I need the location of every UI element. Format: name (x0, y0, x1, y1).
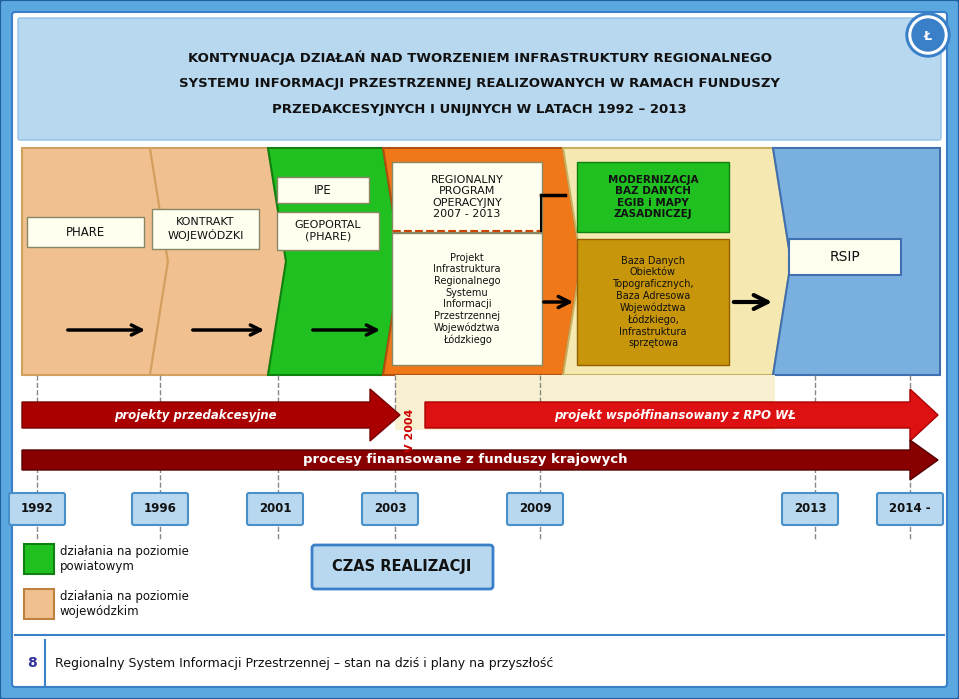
Polygon shape (563, 148, 791, 375)
FancyBboxPatch shape (247, 493, 303, 525)
Text: SYSTEMU INFORMACJI PRZESTRZENNEJ REALIZOWANYCH W RAMACH FUNDUSZY: SYSTEMU INFORMACJI PRZESTRZENNEJ REALIZO… (179, 78, 780, 90)
Text: KONTYNUACJA DZIAŁAŃ NAD TWORZENIEM INFRASTRUKTURY REGIONALNEGO: KONTYNUACJA DZIAŁAŃ NAD TWORZENIEM INFRA… (188, 51, 771, 65)
FancyBboxPatch shape (27, 217, 144, 247)
FancyBboxPatch shape (782, 493, 838, 525)
FancyBboxPatch shape (132, 493, 188, 525)
Text: RSIP: RSIP (830, 250, 860, 264)
FancyBboxPatch shape (277, 212, 379, 250)
FancyBboxPatch shape (18, 18, 941, 140)
FancyBboxPatch shape (152, 209, 259, 249)
Polygon shape (383, 148, 581, 375)
Polygon shape (268, 148, 401, 375)
Text: Baza Danych
Obiektów
Topograficznych,
Baza Adresowa
Województwa
Łódzkiego,
Infra: Baza Danych Obiektów Topograficznych, Ba… (612, 256, 693, 348)
Text: KONTRAKT
WOJEWÓDZKI: KONTRAKT WOJEWÓDZKI (167, 217, 244, 241)
FancyBboxPatch shape (15, 635, 944, 684)
Text: PHARE: PHARE (66, 226, 105, 238)
Text: procesy finansowane z funduszy krajowych: procesy finansowane z funduszy krajowych (303, 454, 627, 466)
Polygon shape (150, 148, 286, 375)
Polygon shape (22, 440, 938, 480)
Text: PRZEDAKCESYJNYCH I UNIJNYCH W LATACH 1992 – 2013: PRZEDAKCESYJNYCH I UNIJNYCH W LATACH 199… (272, 103, 687, 117)
Polygon shape (773, 148, 940, 375)
Polygon shape (425, 389, 938, 441)
FancyBboxPatch shape (362, 493, 418, 525)
FancyBboxPatch shape (392, 162, 542, 232)
Text: działania na poziomie
wojewódzkim: działania na poziomie wojewódzkim (60, 590, 189, 618)
Text: MODERNIZACJA
BAZ DANYCH
EGIB i MAPY
ZASADNICZEJ: MODERNIZACJA BAZ DANYCH EGIB i MAPY ZASA… (608, 175, 698, 219)
FancyBboxPatch shape (392, 233, 542, 365)
FancyBboxPatch shape (12, 12, 947, 687)
Text: Ł: Ł (924, 31, 932, 43)
Text: IPE: IPE (315, 184, 332, 196)
Text: projekt współfinansowany z RPO WŁ: projekt współfinansowany z RPO WŁ (554, 408, 796, 421)
FancyBboxPatch shape (789, 239, 901, 275)
FancyBboxPatch shape (577, 239, 729, 365)
Circle shape (906, 13, 950, 57)
Text: Regionalny System Informacji Przestrzennej – stan na dziś i plany na przyszłość: Regionalny System Informacji Przestrzenn… (55, 656, 553, 670)
FancyBboxPatch shape (9, 493, 65, 525)
FancyBboxPatch shape (577, 162, 729, 232)
FancyBboxPatch shape (877, 493, 943, 525)
Text: działania na poziomie
powiatowym: działania na poziomie powiatowym (60, 545, 189, 573)
Text: GEOPORTAL
(PHARE): GEOPORTAL (PHARE) (294, 220, 362, 242)
FancyBboxPatch shape (24, 589, 54, 619)
Polygon shape (22, 389, 400, 441)
Text: CZAS REALIZACJI: CZAS REALIZACJI (333, 559, 472, 575)
Text: 2013: 2013 (794, 503, 827, 515)
Text: 2001: 2001 (259, 503, 292, 515)
FancyBboxPatch shape (507, 493, 563, 525)
Text: 1992: 1992 (21, 503, 54, 515)
FancyBboxPatch shape (24, 544, 54, 574)
FancyBboxPatch shape (277, 177, 369, 203)
Text: 1996: 1996 (144, 503, 176, 515)
Text: V 2004: V 2004 (405, 408, 415, 452)
Text: 2014 -: 2014 - (889, 503, 931, 515)
Text: 2003: 2003 (374, 503, 407, 515)
Text: Projekt
Infrastruktura
Regionalnego
Systemu
Informacji
Przestrzennej
Województwa: Projekt Infrastruktura Regionalnego Syst… (433, 253, 501, 345)
Text: REGIONALNY
PROGRAM
OPERACYJNY
2007 - 2013: REGIONALNY PROGRAM OPERACYJNY 2007 - 201… (431, 175, 503, 219)
Polygon shape (395, 375, 775, 430)
FancyBboxPatch shape (312, 545, 493, 589)
Circle shape (912, 19, 944, 51)
Text: 2009: 2009 (519, 503, 551, 515)
Circle shape (909, 16, 947, 54)
Text: projekty przedakcesyjne: projekty przedakcesyjne (114, 408, 276, 421)
Text: 8: 8 (27, 656, 36, 670)
Polygon shape (22, 148, 168, 375)
